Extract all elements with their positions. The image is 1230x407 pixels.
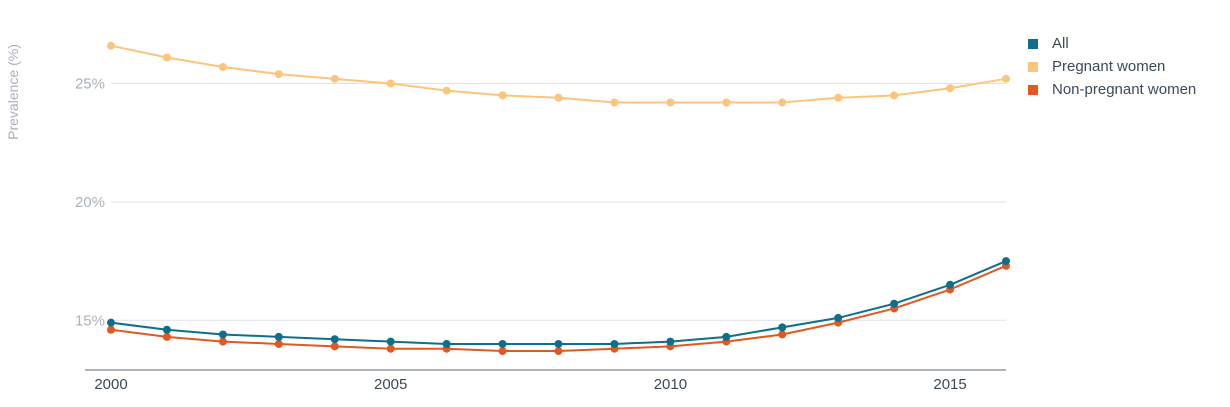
data-point-all[interactable] [890,299,899,308]
series-line-all [110,260,1007,345]
data-point-pregnant-women[interactable] [946,84,955,93]
data-point-non-pregnant-women[interactable] [554,347,563,356]
data-point-all[interactable] [274,332,283,341]
legend-swatch [1028,61,1038,72]
data-point-pregnant-women[interactable] [666,98,675,107]
data-point-pregnant-women[interactable] [890,91,899,100]
data-point-pregnant-women[interactable] [330,74,339,83]
data-point-all[interactable] [946,280,955,289]
legend-item[interactable]: Non-pregnant women [1028,78,1228,101]
data-point-all[interactable] [722,332,731,341]
data-point-all[interactable] [107,318,115,327]
data-point-pregnant-women[interactable] [162,53,171,62]
x-tick-label: 2000 [94,376,127,393]
data-point-all[interactable] [1002,257,1010,266]
data-point-non-pregnant-women[interactable] [386,344,395,353]
data-point-all[interactable] [330,335,339,344]
data-point-non-pregnant-women[interactable] [498,347,507,356]
data-point-pregnant-women[interactable] [1002,74,1010,83]
legend-swatch [1028,84,1038,95]
y-tick-label: 25% [75,76,105,93]
data-point-all[interactable] [834,313,843,322]
data-point-pregnant-women[interactable] [386,79,395,88]
data-point-all[interactable] [442,339,451,348]
legend-item[interactable]: Pregnant women [1028,55,1228,78]
legend: All Pregnant women Non-pregnant women [1028,32,1228,101]
gridlines [111,83,1006,321]
y-axis-title: Prevalence (%) [5,44,21,140]
axes: 15% 20% 25% 2000 2005 2010 2015 [75,76,1006,393]
data-point-all[interactable] [778,323,787,332]
data-point-pregnant-women[interactable] [498,91,507,100]
data-point-all[interactable] [666,337,675,346]
data-point-pregnant-women[interactable] [442,86,451,95]
data-point-non-pregnant-women[interactable] [107,325,115,334]
data-point-pregnant-women[interactable] [722,98,731,107]
legend-item[interactable]: All [1028,32,1228,55]
y-tick-label: 15% [75,312,105,329]
x-tick-label: 2010 [654,376,687,393]
data-point-non-pregnant-women[interactable] [274,339,283,348]
data-point-pregnant-women[interactable] [554,93,563,102]
data-point-pregnant-women[interactable] [778,98,787,107]
data-point-pregnant-women[interactable] [274,70,283,79]
legend-label: All [1052,35,1069,52]
legend-label: Pregnant women [1052,58,1166,75]
y-tick-label: 20% [75,194,105,211]
data-point-pregnant-women[interactable] [107,41,115,50]
data-point-all[interactable] [554,339,563,348]
data-point-all[interactable] [610,339,619,348]
data-point-non-pregnant-women[interactable] [218,337,227,346]
data-point-pregnant-women[interactable] [218,62,227,71]
x-tick-label: 2015 [933,376,966,393]
data-point-pregnant-women[interactable] [610,98,619,107]
legend-label: Non-pregnant women [1052,81,1197,98]
data-point-all[interactable] [386,337,395,346]
data-point-all[interactable] [218,330,227,339]
data-point-non-pregnant-women[interactable] [778,330,787,339]
series-points [107,41,1010,356]
data-point-all[interactable] [162,325,171,334]
data-point-non-pregnant-women[interactable] [162,332,171,341]
data-point-pregnant-women[interactable] [834,93,843,102]
x-tick-label: 2005 [374,376,407,393]
data-point-non-pregnant-women[interactable] [330,342,339,351]
series-lines [110,44,1007,353]
data-point-all[interactable] [498,339,507,348]
legend-swatch [1028,38,1038,49]
